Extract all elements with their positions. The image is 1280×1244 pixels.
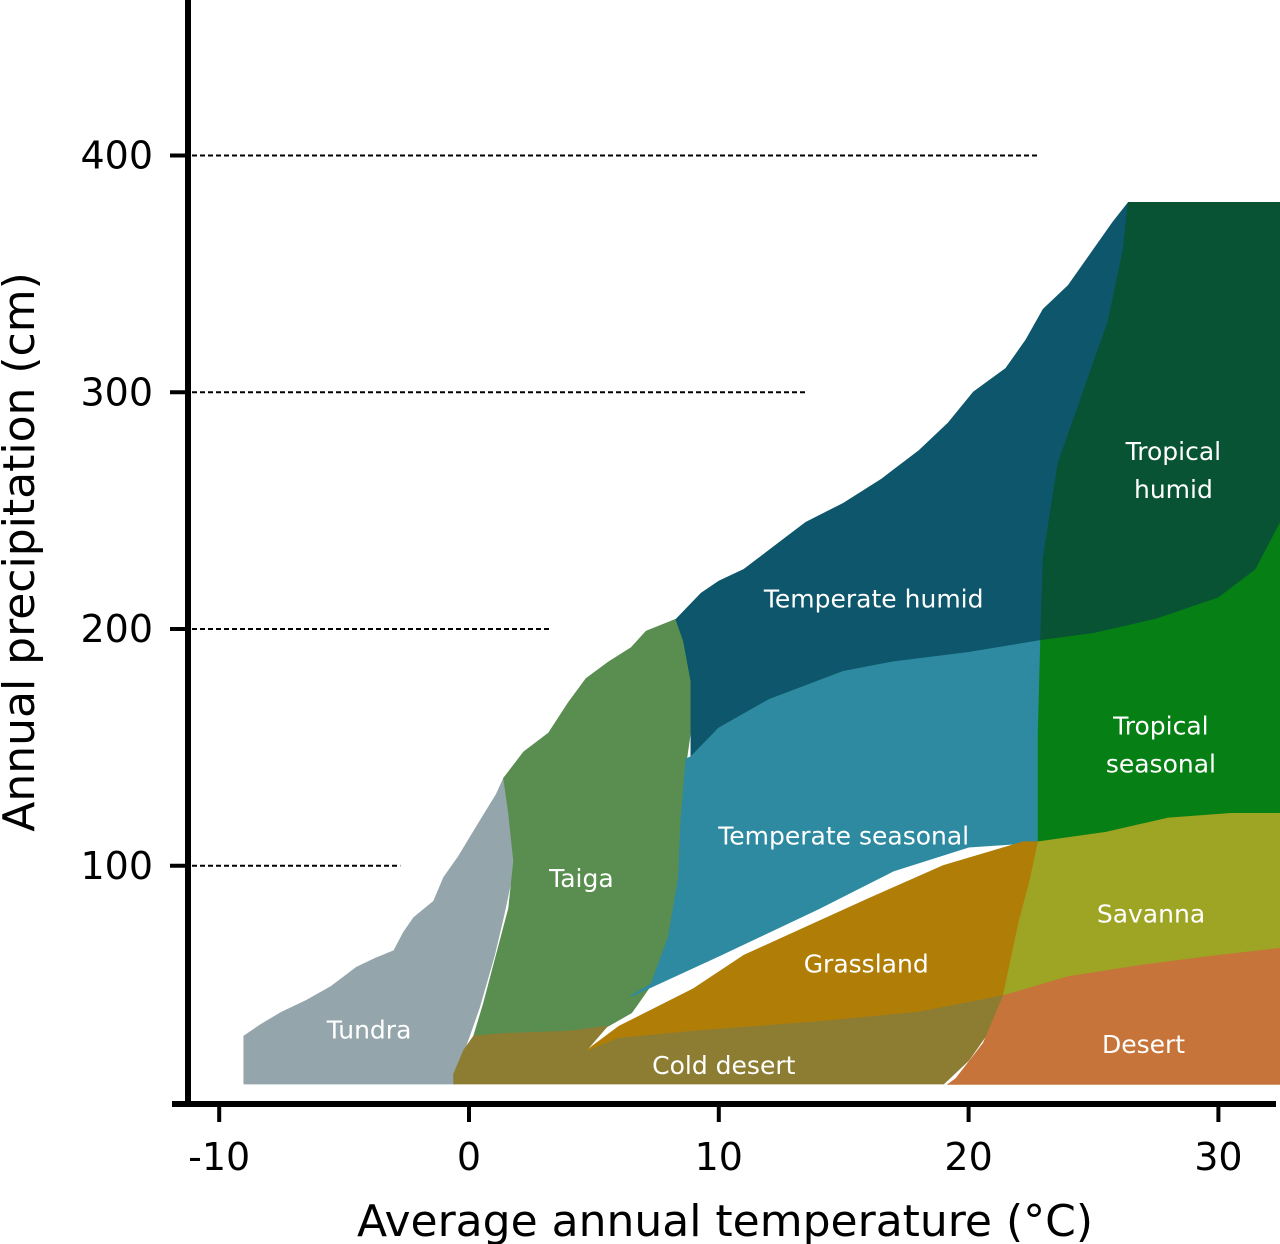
biome-labels: Tundra Taiga Temperate humid Temperate seas… — [326, 437, 1221, 1080]
label-savanna: Savanna — [1097, 900, 1205, 929]
label-tundra: Tundra — [326, 1016, 412, 1045]
x-tick-label--10: -10 — [188, 1135, 250, 1179]
label-tropical-seasonal: Tropical seasonal — [1106, 712, 1216, 779]
biome-regions — [243, 202, 1280, 1085]
region-desert — [946, 947, 1280, 1085]
label-taiga: Taiga — [548, 864, 614, 893]
tick-marks: 100 200 300 400 -10 0 10 20 30 — [80, 134, 1242, 1180]
region-taiga — [473, 618, 693, 1037]
region-cold-desert — [453, 995, 1005, 1085]
label-desert: Desert — [1102, 1030, 1185, 1059]
axes — [172, 0, 1276, 1107]
x-tick-label-0: 0 — [457, 1135, 481, 1179]
region-tundra — [243, 777, 515, 1085]
x-tick-label-10: 10 — [695, 1135, 743, 1179]
x-tick-label-30: 30 — [1194, 1135, 1242, 1179]
y-tick-label-300: 300 — [80, 370, 153, 414]
y-axis-title: Annual precipitation (cm) — [0, 272, 45, 832]
y-tick-label-200: 200 — [80, 607, 153, 651]
label-cold-desert: Cold desert — [652, 1051, 795, 1080]
grid-lines — [192, 154, 1039, 867]
y-tick-label-400: 400 — [80, 134, 153, 178]
region-tropical-humid — [1040, 202, 1280, 642]
x-axis-title: Average annual temperature (°C) — [357, 1196, 1093, 1244]
y-tick-label-100: 100 — [80, 844, 153, 888]
label-temperate-seasonal: Temperate seasonal — [717, 821, 969, 850]
region-temperate-seasonal — [630, 640, 1042, 997]
label-grassland: Grassland — [804, 949, 929, 978]
label-tropical-humid: Tropical humid — [1125, 437, 1221, 504]
x-tick-label-20: 20 — [944, 1135, 992, 1179]
label-temperate-humid: Temperate humid — [763, 585, 984, 614]
